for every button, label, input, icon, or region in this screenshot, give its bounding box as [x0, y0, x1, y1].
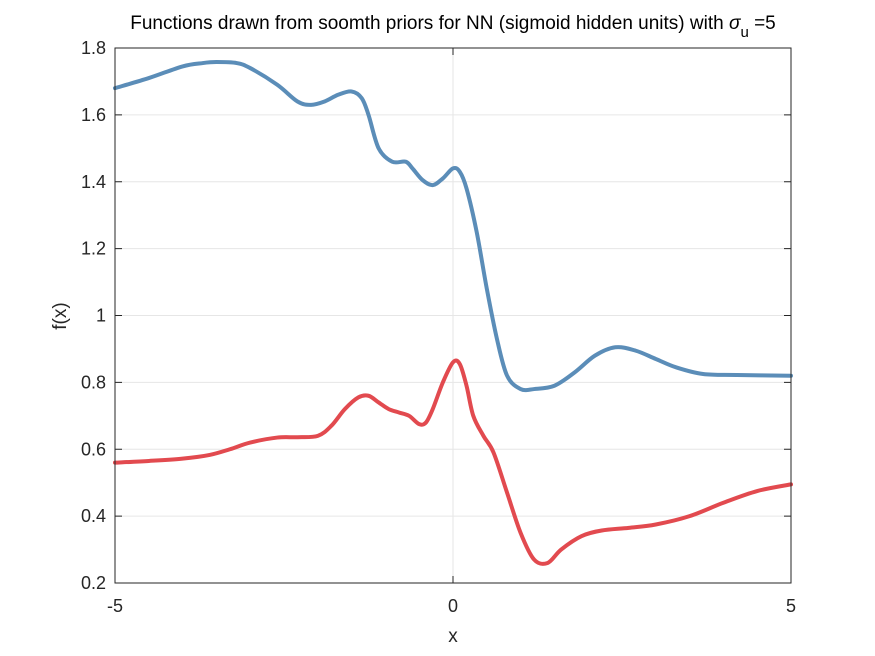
series-line-red: [113, 358, 793, 566]
y-axis-label: f(x): [50, 302, 71, 329]
x-tick-label: 0: [448, 596, 458, 616]
y-tick-label: 0.6: [81, 439, 106, 459]
chart-title-subscript: u: [740, 24, 748, 41]
chart-title-suffix: =5: [749, 13, 776, 34]
ticks: [114, 47, 792, 584]
chart-title-main: Functions drawn from soomth priors for N…: [130, 13, 723, 34]
y-tick-label: 1.6: [81, 105, 106, 125]
y-tick-labels: 0.2 0.4 0.6 0.8 1 1.2 1.4 1.6 1.8: [81, 38, 106, 593]
y-tick-label: 0.8: [81, 372, 106, 392]
chart-title: Functions drawn from soomth priors for N…: [130, 13, 776, 41]
y-tick-label: 1: [96, 306, 106, 326]
x-tick-label: 5: [786, 596, 796, 616]
series-layer: [113, 60, 793, 566]
x-tick-label: -5: [107, 596, 123, 616]
y-tick-label: 1.8: [81, 38, 106, 58]
y-tick-label: 0.4: [81, 506, 106, 526]
y-tick-label: 0.2: [81, 573, 106, 593]
grid: [114, 47, 792, 584]
y-tick-label: 1.2: [81, 239, 106, 259]
x-axis-label: x: [448, 626, 458, 647]
y-tick-label: 1.4: [81, 172, 106, 192]
chart-title-symbol: σ: [729, 13, 742, 34]
x-tick-labels: -5 0 5: [107, 596, 796, 616]
series-line-blue: [113, 60, 793, 393]
